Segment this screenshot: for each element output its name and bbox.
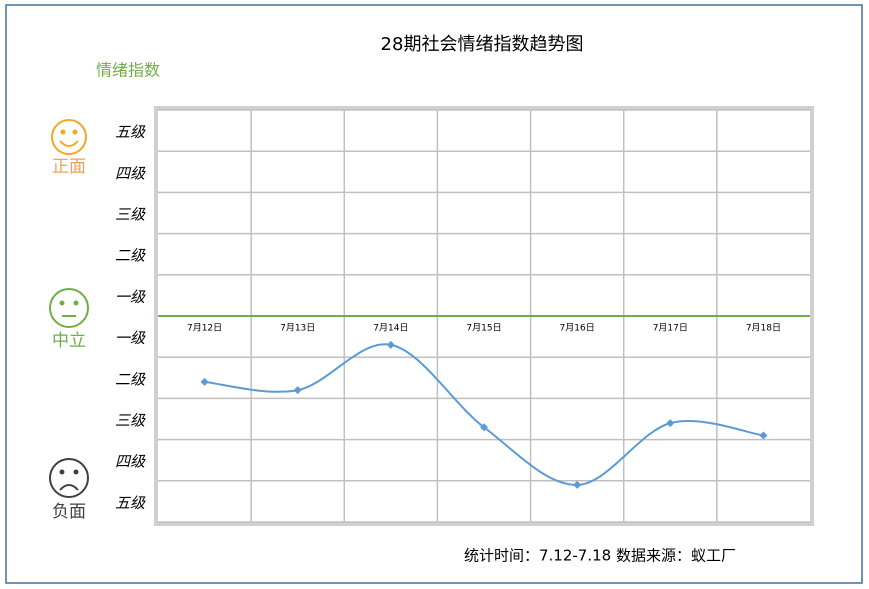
y-tick-label: 一级	[115, 329, 146, 347]
x-tick-label: 7月12日	[187, 323, 222, 334]
marker	[386, 340, 395, 349]
marker	[293, 386, 302, 395]
y-tick-label: 四级	[115, 164, 146, 182]
marker	[573, 480, 582, 489]
y-tick-label: 三级	[115, 206, 146, 224]
y-tick-label: 二级	[115, 370, 146, 388]
marker	[759, 431, 768, 440]
marker	[666, 419, 675, 428]
x-tick-label: 7月13日	[280, 323, 315, 334]
negative-label: 负面	[52, 502, 86, 522]
neutral-label: 中立	[52, 331, 86, 351]
y-tick-label: 三级	[115, 412, 146, 430]
x-tick-label: 7月16日	[560, 323, 595, 334]
negative-face	[49, 458, 89, 498]
x-tick-label: 7月17日	[653, 323, 688, 334]
y-tick-label: 五级	[115, 494, 146, 512]
neutral-face	[49, 288, 89, 328]
chart-title: 28期社会情绪指数趋势图	[381, 34, 584, 55]
marker	[200, 377, 209, 386]
y-tick-label: 四级	[115, 453, 146, 471]
marker	[480, 423, 488, 432]
x-tick-label: 7月18日	[746, 323, 781, 334]
positive-face	[51, 119, 87, 155]
y-tick-label: 五级	[115, 123, 146, 141]
x-tick-label: 7月15日	[466, 323, 501, 334]
y-axis-label: 情绪指数	[96, 61, 160, 80]
positive-label: 正面	[52, 157, 86, 177]
y-tick-label: 一级	[115, 288, 146, 306]
footer: 统计时间：7.12-7.18 数据来源：蚁工厂	[464, 547, 736, 565]
y-tick-label: 二级	[115, 247, 146, 265]
x-tick-label: 7月14日	[373, 323, 408, 334]
